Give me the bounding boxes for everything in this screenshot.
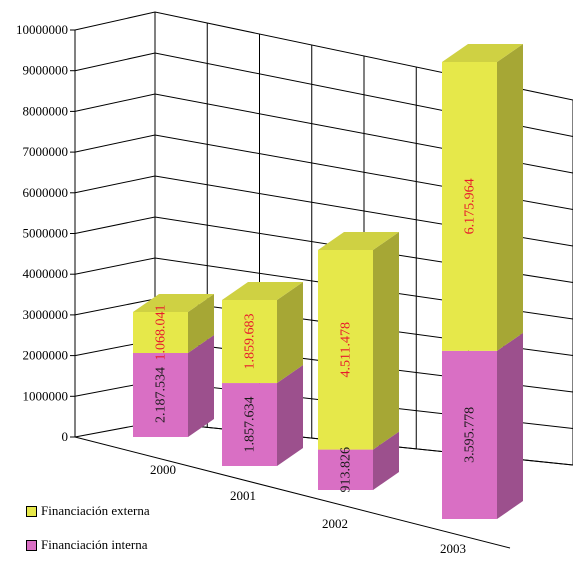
legend-swatch-externa [26, 506, 37, 517]
x-tick-label: 2001 [230, 488, 256, 503]
data-label: 1.068.041 [154, 305, 169, 361]
data-label: 1.859.683 [243, 314, 258, 370]
legend-swatch-interna [26, 540, 37, 551]
legend-label-interna: Financiación interna [41, 537, 148, 553]
y-tick-label: 4000000 [23, 266, 69, 281]
y-tick-label: 3000000 [23, 307, 69, 322]
x-tick-label: 2002 [322, 516, 348, 531]
data-label: 913.826 [339, 447, 354, 493]
y-tick-label: 9000000 [23, 63, 69, 78]
y-tick-label: 8000000 [23, 103, 69, 118]
x-tick-label: 2000 [150, 462, 176, 477]
legend-label-externa: Financiación externa [41, 503, 150, 519]
data-label: 6.175.964 [463, 178, 478, 234]
bar-segment-side [497, 333, 523, 519]
data-label: 1.857.634 [243, 397, 258, 453]
y-tick-label: 1000000 [23, 388, 69, 403]
bar-segment-side [373, 232, 399, 450]
y-tick-label: 5000000 [23, 226, 69, 241]
y-tick-label: 0 [62, 429, 69, 444]
y-tick-label: 7000000 [23, 144, 69, 159]
legend-item-externa: Financiación externa [26, 500, 150, 522]
y-tick-label: 6000000 [23, 185, 69, 200]
bar-segment-side [497, 44, 523, 351]
y-tick-label: 2000000 [23, 348, 69, 363]
data-label: 2.187.534 [154, 367, 169, 423]
data-label: 4.511.478 [339, 322, 354, 377]
legend-item-interna: Financiación interna [26, 534, 150, 556]
x-tick-label: 2003 [440, 541, 466, 556]
data-label: 3.595.778 [463, 407, 478, 463]
y-tick-label: 10000000 [16, 22, 68, 37]
